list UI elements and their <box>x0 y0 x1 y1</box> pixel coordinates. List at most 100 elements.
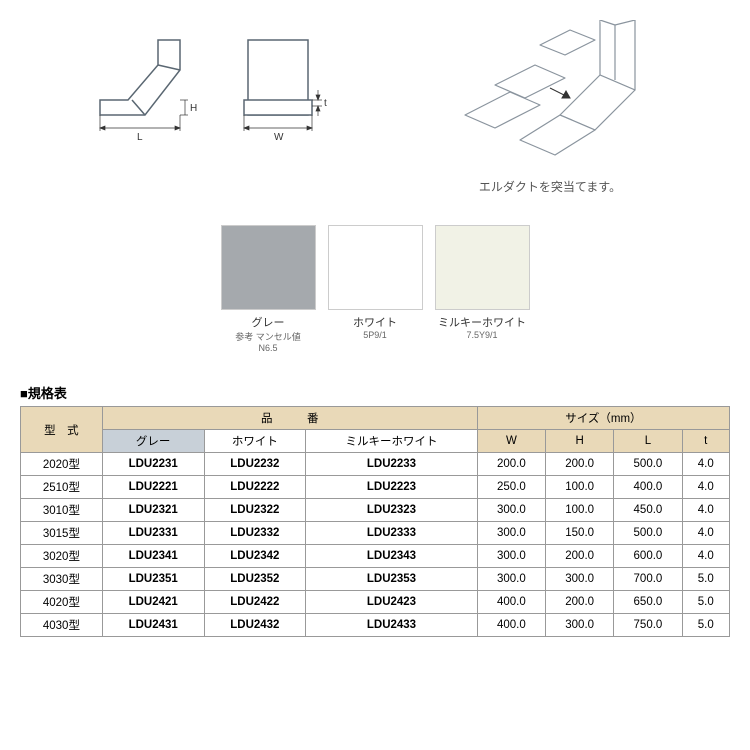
dim-h-label: H <box>190 103 197 114</box>
part-milky: LDU2343 <box>306 545 478 568</box>
col-partno: 品 番 <box>102 407 477 430</box>
model: 3010型 <box>21 499 103 522</box>
spec-table-head: 型 式 品 番 サイズ（mm） グレー ホワイト ミルキーホワイト W H L … <box>21 407 730 453</box>
spec-table: 型 式 品 番 サイズ（mm） グレー ホワイト ミルキーホワイト W H L … <box>20 406 730 637</box>
size-h: 100.0 <box>546 499 614 522</box>
swatch-code: N6.5 <box>221 343 316 353</box>
size-t: 5.0 <box>682 568 729 591</box>
size-h: 150.0 <box>546 522 614 545</box>
part-gray: LDU2341 <box>102 545 204 568</box>
technical-drawings: H L <box>80 20 340 195</box>
table-row: 4020型LDU2421LDU2422LDU2423400.0200.0650.… <box>21 591 730 614</box>
model: 4030型 <box>21 614 103 637</box>
model: 3015型 <box>21 522 103 545</box>
subcol-h: H <box>546 430 614 453</box>
swatch-subtext: 参考 マンセル値 <box>221 330 316 343</box>
table-row: 3030型LDU2351LDU2352LDU2353300.0300.0700.… <box>21 568 730 591</box>
size-l: 600.0 <box>614 545 682 568</box>
table-row: 3020型LDU2341LDU2342LDU2343300.0200.0600.… <box>21 545 730 568</box>
size-l: 500.0 <box>614 453 682 476</box>
size-w: 400.0 <box>477 614 545 637</box>
subcol-t: t <box>682 430 729 453</box>
swatch-code: 7.5Y9/1 <box>435 330 530 340</box>
subcol-white: ホワイト <box>204 430 306 453</box>
table-row: 2020型LDU2231LDU2232LDU2233200.0200.0500.… <box>21 453 730 476</box>
part-milky: LDU2423 <box>306 591 478 614</box>
assembly-drawing <box>440 20 660 170</box>
size-h: 200.0 <box>546 453 614 476</box>
size-h: 200.0 <box>546 591 614 614</box>
size-t: 4.0 <box>682 545 729 568</box>
size-w: 300.0 <box>477 522 545 545</box>
part-white: LDU2322 <box>204 499 306 522</box>
assembly-diagram-area: エルダクトを突当てます。 <box>440 20 660 195</box>
size-l: 450.0 <box>614 499 682 522</box>
part-gray: LDU2351 <box>102 568 204 591</box>
subcol-milky: ミルキーホワイト <box>306 430 478 453</box>
size-h: 100.0 <box>546 476 614 499</box>
subcol-l: L <box>614 430 682 453</box>
size-w: 200.0 <box>477 453 545 476</box>
dim-l-label: L <box>137 132 143 143</box>
swatch-box <box>221 225 316 310</box>
size-t: 4.0 <box>682 453 729 476</box>
swatch-box <box>435 225 530 310</box>
col-model: 型 式 <box>21 407 103 453</box>
part-white: LDU2342 <box>204 545 306 568</box>
subcol-w: W <box>477 430 545 453</box>
part-milky: LDU2433 <box>306 614 478 637</box>
color-swatches: グレー参考 マンセル値N6.5ホワイト5P9/1ミルキーホワイト7.5Y9/1 <box>20 225 730 353</box>
size-w: 300.0 <box>477 568 545 591</box>
size-l: 500.0 <box>614 522 682 545</box>
model: 3020型 <box>21 545 103 568</box>
table-row: 2510型LDU2221LDU2222LDU2223250.0100.0400.… <box>21 476 730 499</box>
spec-table-body: 2020型LDU2231LDU2232LDU2233200.0200.0500.… <box>21 453 730 637</box>
part-white: LDU2332 <box>204 522 306 545</box>
side-elevation-drawing: t W <box>230 20 340 150</box>
size-w: 300.0 <box>477 499 545 522</box>
size-t: 5.0 <box>682 614 729 637</box>
part-white: LDU2352 <box>204 568 306 591</box>
color-swatch: グレー参考 マンセル値N6.5 <box>221 225 316 353</box>
size-l: 750.0 <box>614 614 682 637</box>
size-h: 300.0 <box>546 614 614 637</box>
swatch-label: グレー <box>221 314 316 330</box>
swatch-code: 5P9/1 <box>328 330 423 340</box>
part-gray: LDU2221 <box>102 476 204 499</box>
part-milky: LDU2233 <box>306 453 478 476</box>
part-white: LDU2432 <box>204 614 306 637</box>
diagram-row: H L <box>20 20 730 195</box>
dim-w-label: W <box>274 132 284 143</box>
part-gray: LDU2421 <box>102 591 204 614</box>
size-l: 400.0 <box>614 476 682 499</box>
size-h: 300.0 <box>546 568 614 591</box>
part-gray: LDU2431 <box>102 614 204 637</box>
part-white: LDU2222 <box>204 476 306 499</box>
swatch-label: ミルキーホワイト <box>435 314 530 330</box>
dim-t-label: t <box>324 98 327 109</box>
color-swatch: ミルキーホワイト7.5Y9/1 <box>435 225 530 353</box>
size-w: 400.0 <box>477 591 545 614</box>
table-row: 4030型LDU2431LDU2432LDU2433400.0300.0750.… <box>21 614 730 637</box>
size-t: 5.0 <box>682 591 729 614</box>
part-milky: LDU2323 <box>306 499 478 522</box>
part-gray: LDU2331 <box>102 522 204 545</box>
part-milky: LDU2353 <box>306 568 478 591</box>
size-t: 4.0 <box>682 476 729 499</box>
model: 2510型 <box>21 476 103 499</box>
part-milky: LDU2223 <box>306 476 478 499</box>
part-milky: LDU2333 <box>306 522 478 545</box>
size-l: 700.0 <box>614 568 682 591</box>
spec-table-title: ■規格表 <box>20 383 730 402</box>
front-elevation-drawing: H L <box>80 20 210 150</box>
table-row: 3010型LDU2321LDU2322LDU2323300.0100.0450.… <box>21 499 730 522</box>
color-swatch: ホワイト5P9/1 <box>328 225 423 353</box>
swatch-label: ホワイト <box>328 314 423 330</box>
size-h: 200.0 <box>546 545 614 568</box>
size-t: 4.0 <box>682 499 729 522</box>
model: 4020型 <box>21 591 103 614</box>
table-row: 3015型LDU2331LDU2332LDU2333300.0150.0500.… <box>21 522 730 545</box>
size-l: 650.0 <box>614 591 682 614</box>
assembly-caption: エルダクトを突当てます。 <box>440 178 660 195</box>
col-size: サイズ（mm） <box>477 407 729 430</box>
